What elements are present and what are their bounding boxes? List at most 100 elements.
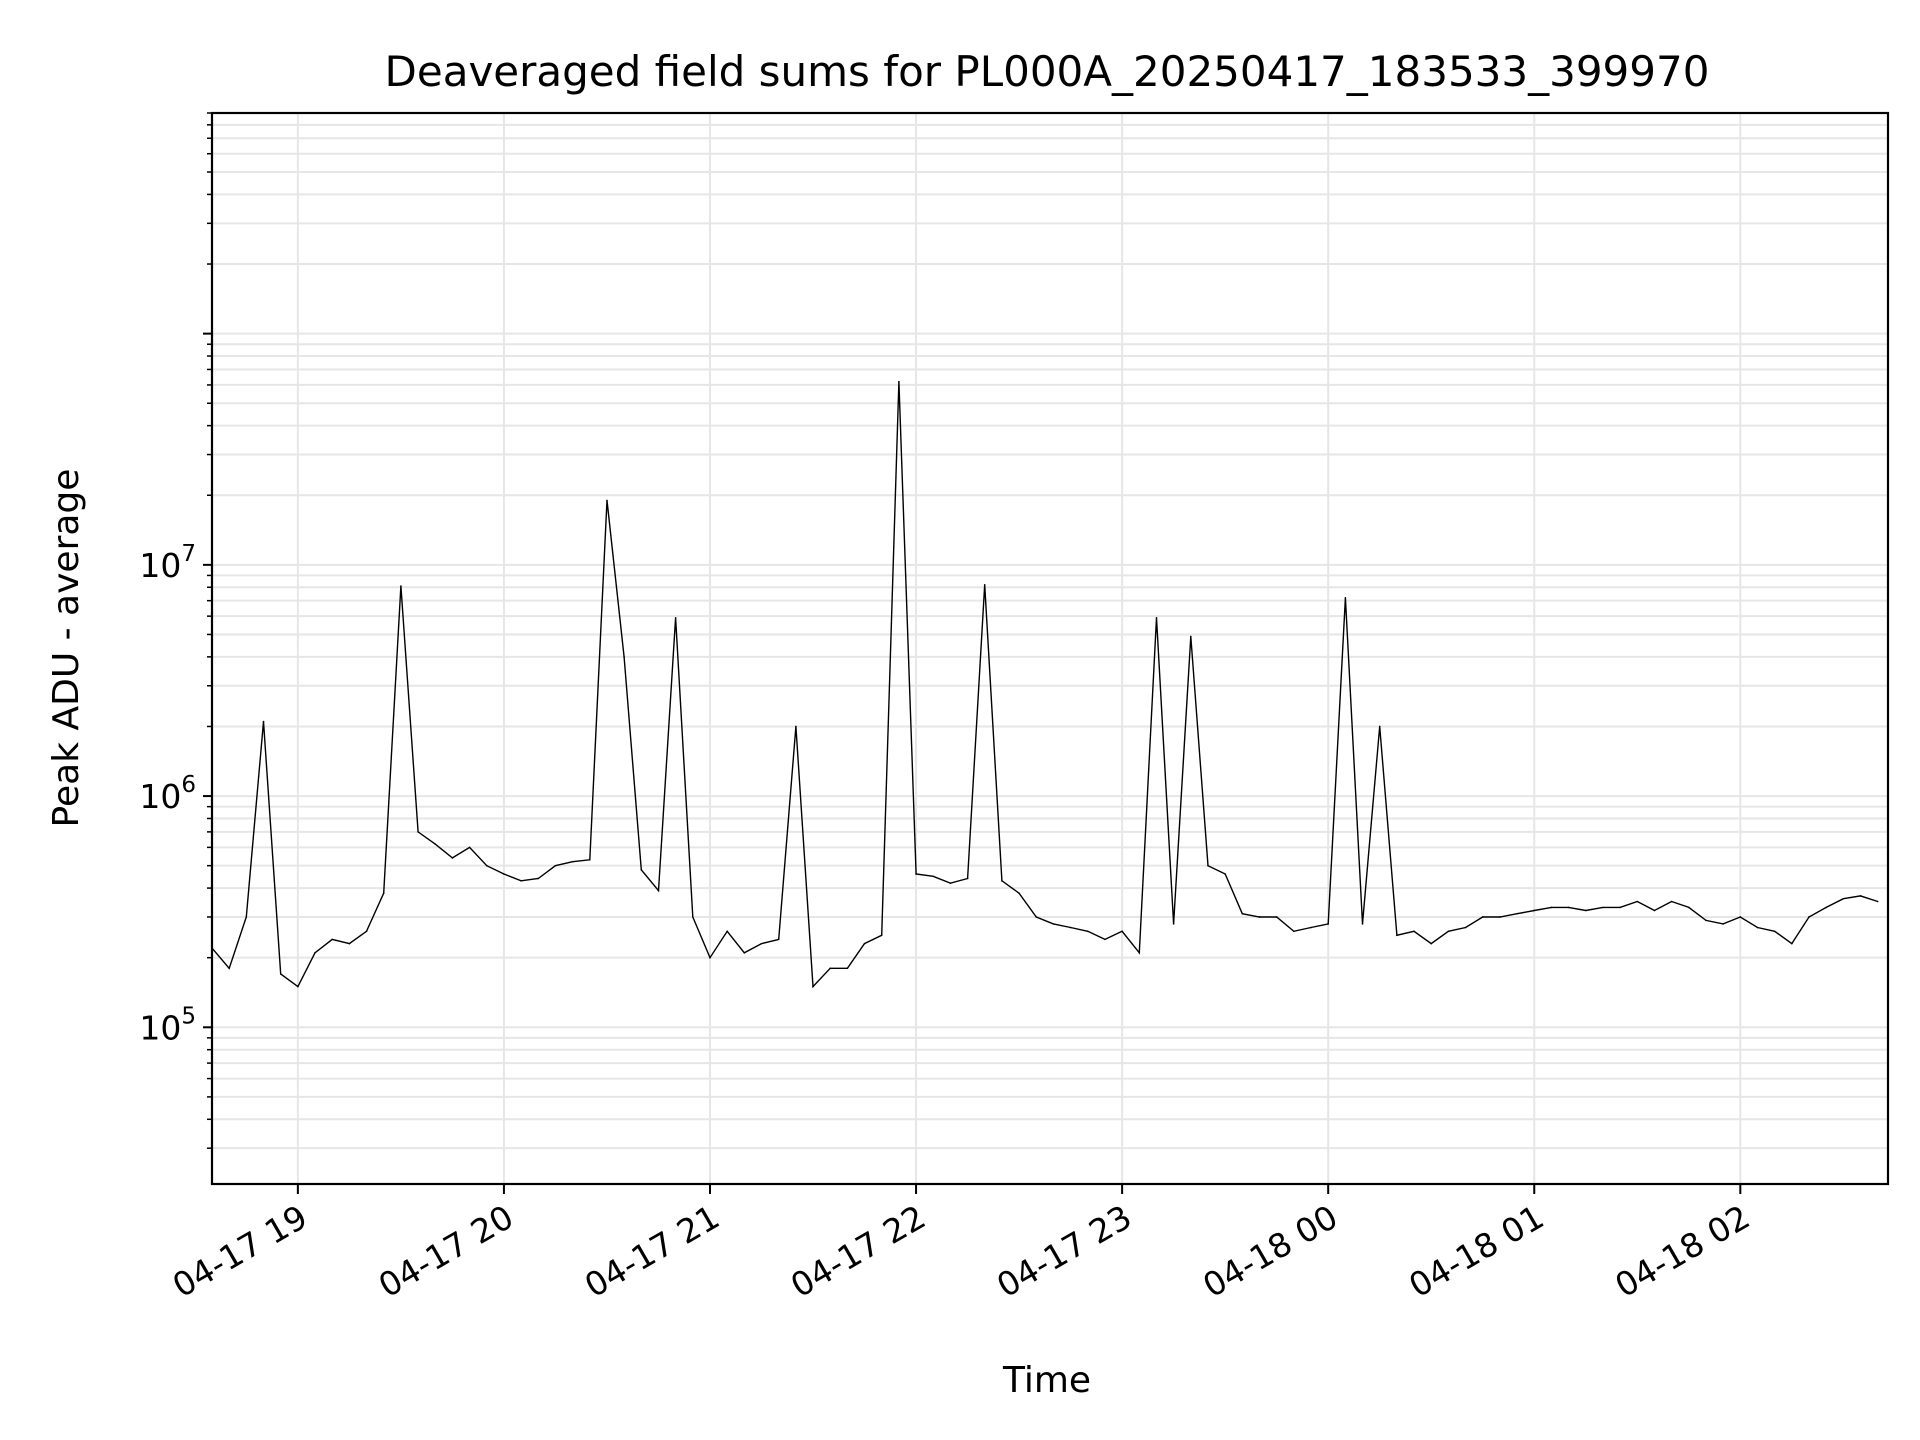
data-point <box>1361 923 1364 925</box>
data-point <box>1705 919 1707 922</box>
data-point <box>880 934 883 937</box>
data-point <box>554 864 557 867</box>
data-point <box>1773 930 1776 933</box>
y-tick-label: 107 <box>139 541 196 585</box>
data-point <box>1670 900 1673 903</box>
data-point <box>623 656 625 658</box>
data-point <box>1001 880 1003 882</box>
data-point <box>674 617 677 619</box>
data-point <box>348 942 351 945</box>
data-point <box>966 877 969 880</box>
data-point <box>1464 926 1467 929</box>
data-point <box>1567 906 1570 909</box>
data-point <box>1791 942 1793 945</box>
data-point <box>314 951 316 954</box>
data-point <box>829 967 831 970</box>
x-axis-label: Time <box>1002 1360 1091 1401</box>
data-point <box>1396 934 1398 937</box>
data-point <box>1430 942 1433 945</box>
y-axis-label: Peak ADU - average <box>46 469 87 828</box>
data-point <box>692 916 694 918</box>
data-point <box>1155 617 1158 619</box>
data-point <box>846 967 849 970</box>
data-point <box>606 499 608 502</box>
data-point <box>932 875 935 878</box>
data-point <box>1018 892 1020 895</box>
data-point <box>915 873 917 875</box>
data-point <box>983 583 986 586</box>
data-point <box>1086 930 1089 933</box>
data-point <box>571 860 574 863</box>
data-point <box>485 864 488 867</box>
data-point <box>1653 909 1656 912</box>
data-point <box>1533 909 1536 912</box>
data-point <box>1207 864 1209 867</box>
data-point <box>1859 895 1862 897</box>
data-point <box>1190 635 1192 638</box>
data-point <box>1602 906 1604 909</box>
data-point <box>1516 912 1518 915</box>
chart-title: Deaveraged field sums for PL000A_2025041… <box>385 47 1710 96</box>
data-point <box>1636 900 1639 903</box>
data-point <box>1172 923 1175 925</box>
data-point <box>949 882 952 884</box>
data-point <box>1447 930 1450 933</box>
plot-area <box>212 380 1879 989</box>
data-point <box>365 930 368 933</box>
data-point <box>297 985 299 988</box>
data-point <box>331 938 334 941</box>
data-point <box>468 846 471 849</box>
data-point <box>863 942 866 945</box>
data-point <box>1138 951 1141 954</box>
data-point <box>657 889 660 892</box>
data-point <box>1052 923 1055 925</box>
data-point <box>1756 926 1759 929</box>
data-point <box>1481 916 1484 918</box>
data-point <box>1241 912 1244 915</box>
data-point <box>451 857 454 859</box>
data-point <box>640 868 643 871</box>
data-point <box>1842 897 1845 900</box>
data-point <box>1258 916 1261 918</box>
data-point <box>434 843 437 845</box>
data-point <box>1619 906 1621 909</box>
data-point <box>245 916 248 918</box>
data-point <box>1739 916 1742 918</box>
data-point <box>743 951 746 954</box>
data-point <box>1121 930 1123 933</box>
data-point <box>1688 906 1690 909</box>
data-point <box>1327 923 1329 925</box>
data-point <box>1275 916 1278 918</box>
data-point <box>760 942 763 945</box>
data-point <box>1293 930 1295 933</box>
data-point <box>503 873 505 875</box>
data-point <box>382 892 385 895</box>
data-point <box>898 380 900 383</box>
data-point <box>417 831 419 833</box>
data-point <box>400 585 402 587</box>
data-point <box>1413 930 1415 933</box>
grid <box>212 112 1888 1184</box>
data-point <box>1722 923 1724 925</box>
y-tick-label: 105 <box>139 1003 196 1047</box>
data-point <box>1499 916 1501 918</box>
data-point <box>279 973 282 975</box>
y-tick-label: 106 <box>139 772 196 816</box>
data-point <box>520 880 522 882</box>
data-point <box>228 967 230 970</box>
data-point <box>1035 916 1038 918</box>
data-point <box>1550 906 1553 909</box>
data-point <box>777 938 780 941</box>
data-point <box>537 877 540 880</box>
data-point <box>1224 873 1226 875</box>
data-point <box>588 859 591 861</box>
data-point <box>262 720 265 723</box>
data-point <box>1104 938 1106 941</box>
data-point <box>1584 909 1587 912</box>
data-point <box>1378 725 1381 728</box>
data-point <box>726 930 728 933</box>
data-point <box>1876 900 1879 903</box>
data-point <box>1344 597 1347 599</box>
data-point <box>1069 926 1072 929</box>
